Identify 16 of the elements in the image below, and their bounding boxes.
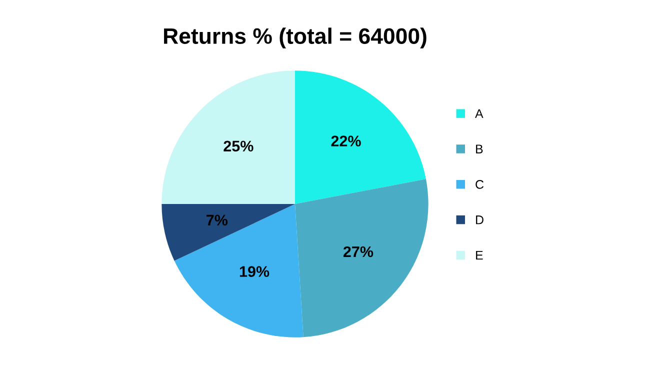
pie-slice xyxy=(295,179,428,338)
pie-slice xyxy=(162,204,295,261)
pie-slice xyxy=(295,70,426,204)
legend-label: D xyxy=(476,216,484,224)
data-label: 19% xyxy=(240,266,270,277)
legend-label: A xyxy=(475,109,484,118)
data-label: 7% xyxy=(206,214,228,226)
legend-label: E xyxy=(476,250,483,260)
data-label: 25% xyxy=(224,140,254,152)
pie-slice xyxy=(162,70,295,204)
pie-slice xyxy=(174,204,304,338)
legend-label: C xyxy=(476,180,484,189)
data-label: 22% xyxy=(331,136,361,146)
chart-title: Returns % (total = 64000) xyxy=(164,28,426,48)
data-label: 27% xyxy=(343,246,374,258)
legend-label: B xyxy=(476,144,483,154)
